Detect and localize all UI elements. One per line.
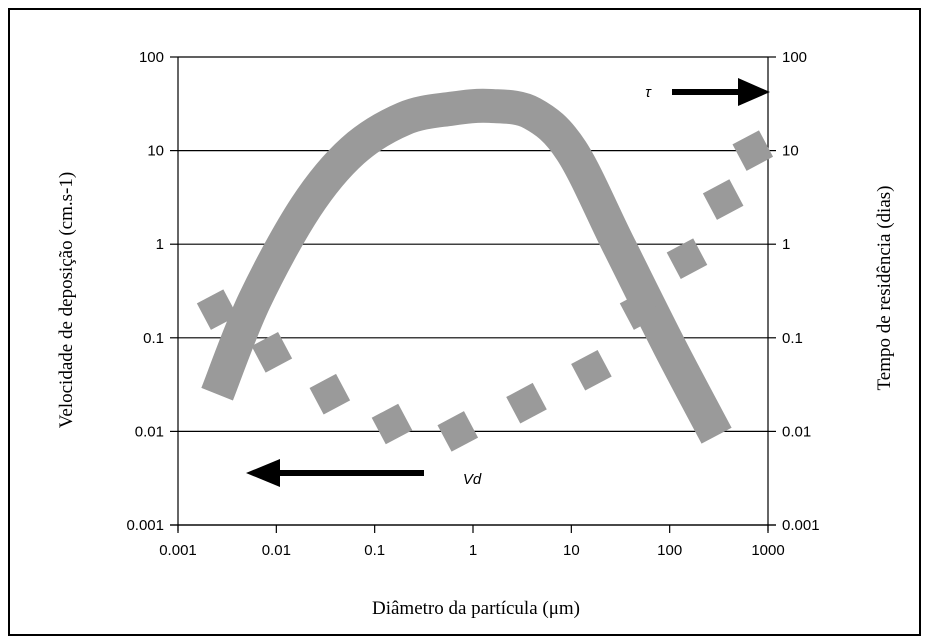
y-tick-label-left: 0.01: [135, 423, 164, 440]
series-vd-point: [506, 382, 547, 424]
y-tick-label-left: 0.1: [143, 330, 164, 347]
series-vd-point: [437, 411, 479, 452]
y-tick-label-right: 1: [782, 236, 790, 253]
x-tick-label: 1000: [751, 542, 784, 559]
series-tau-band: [201, 88, 732, 444]
y-tick-label-left: 0.001: [126, 517, 164, 534]
series-vd-point: [732, 130, 774, 171]
x-axis-label: Diâmetro da partícula (μm): [372, 598, 580, 619]
series-vd-point: [309, 373, 351, 415]
x-tick-label: 0.1: [364, 542, 385, 559]
y-tick-label-right: 10: [782, 143, 799, 160]
vd-arrow-head-icon: [246, 459, 280, 487]
tau-annotation-label: τ: [645, 84, 652, 101]
x-tick-label: 100: [657, 542, 682, 559]
x-tick-label: 0.01: [262, 542, 291, 559]
vd-annotation-label: Vd: [463, 471, 482, 488]
y-tick-label-right: 0.1: [782, 330, 803, 347]
tick-labels: 0.001 0.01 0.1 1 10 100 0.001 0.01 0.1 1 10 100 0.00…: [126, 49, 819, 559]
y-tick-label-right: 0.01: [782, 423, 811, 440]
series-vd-point: [702, 179, 744, 220]
annotations: τ Vd: [246, 78, 770, 488]
y-tick-label-left: 10: [147, 143, 164, 160]
y-tick-label-right: 0.001: [782, 517, 820, 534]
y-tick-label-left: 100: [139, 49, 164, 66]
y-tick-label-right: 100: [782, 49, 807, 66]
axes: [170, 56, 776, 533]
y-axis-label-right: Tempo de residência (dias): [874, 186, 895, 391]
series-vd-point: [196, 289, 238, 330]
y-tick-label-left: 1: [156, 236, 164, 253]
x-tick-label: 0.001: [159, 542, 197, 559]
series-layer: [196, 88, 774, 452]
y-axis-label-left: Velocidade de deposição (cm.s-1): [56, 172, 77, 428]
series-vd-point: [371, 403, 413, 445]
x-tick-label: 10: [563, 542, 580, 559]
series-vd-point: [251, 332, 293, 373]
x-tick-label: 1: [469, 542, 477, 559]
series-vd-point: [571, 349, 612, 391]
series-vd-point: [619, 289, 661, 330]
tau-arrow-head-icon: [738, 78, 770, 106]
series-vd-point: [666, 238, 708, 279]
